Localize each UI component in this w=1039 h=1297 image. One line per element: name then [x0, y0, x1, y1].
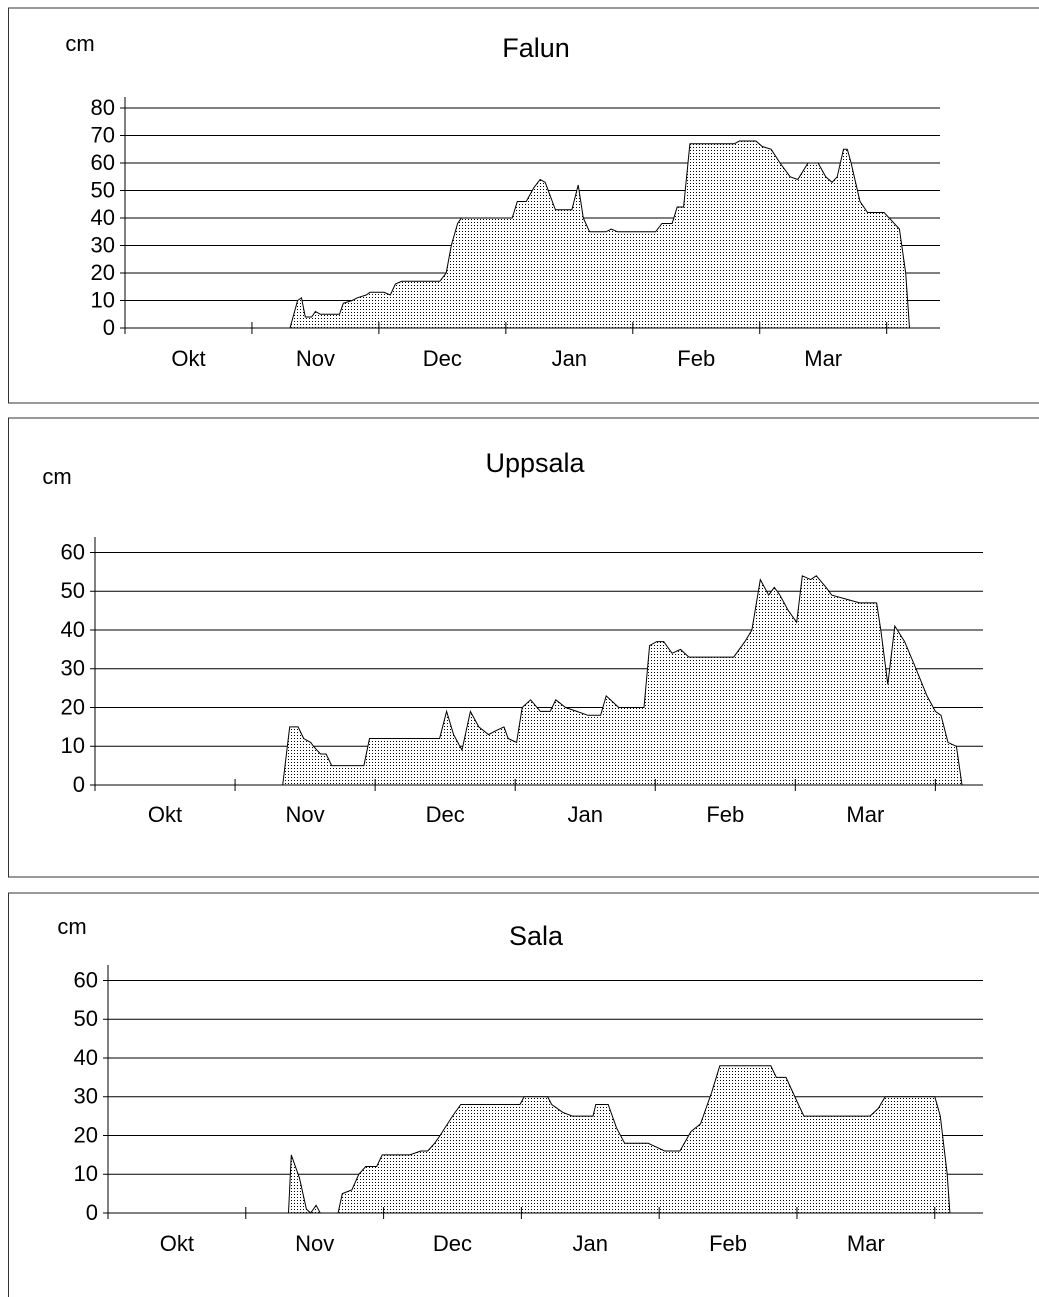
y-tick-label: 0 — [73, 772, 85, 797]
y-tick-label: 60 — [61, 539, 85, 564]
x-tick-label: Dec — [423, 346, 462, 371]
y-tick-label: 40 — [74, 1045, 98, 1070]
y-axis-label: cm — [42, 464, 71, 489]
x-tick-label: Okt — [171, 346, 205, 371]
chart-title: Falun — [502, 33, 570, 63]
chart-title: Sala — [509, 921, 564, 951]
y-tick-label: 10 — [74, 1161, 98, 1186]
y-tick-label: 30 — [74, 1084, 98, 1109]
y-tick-label: 10 — [61, 733, 85, 758]
y-tick-label: 10 — [91, 287, 115, 312]
y-tick-label: 20 — [91, 260, 115, 285]
x-tick-label: Feb — [709, 1231, 747, 1256]
panel-frame — [8, 892, 1039, 1297]
y-tick-label: 60 — [91, 150, 115, 175]
y-tick-label: 0 — [86, 1200, 98, 1225]
chart-title: Uppsala — [485, 448, 585, 478]
x-tick-label: Feb — [677, 346, 715, 371]
y-tick-label: 40 — [61, 617, 85, 642]
x-tick-label: Nov — [286, 802, 325, 827]
x-tick-label: Feb — [706, 802, 744, 827]
y-tick-label: 70 — [91, 122, 115, 147]
y-tick-label: 50 — [91, 177, 115, 202]
panel-frame — [8, 417, 1039, 878]
x-tick-label: Jan — [552, 346, 587, 371]
y-tick-label: 0 — [103, 315, 115, 340]
x-tick-label: Nov — [296, 346, 335, 371]
x-tick-label: Mar — [846, 802, 884, 827]
y-tick-label: 30 — [91, 232, 115, 257]
snow-area — [289, 140, 911, 329]
y-tick-label: 20 — [61, 694, 85, 719]
panel-frame — [8, 7, 1039, 404]
y-axis-label: cm — [57, 914, 86, 939]
x-tick-label: Dec — [426, 802, 465, 827]
x-tick-label: Dec — [433, 1231, 472, 1256]
y-tick-label: 80 — [91, 95, 115, 120]
x-tick-label: Okt — [148, 802, 182, 827]
x-tick-label: Jan — [573, 1231, 608, 1256]
y-tick-label: 40 — [91, 205, 115, 230]
x-tick-label: Nov — [295, 1231, 334, 1256]
y-axis-label: cm — [65, 31, 94, 56]
snow-area — [282, 575, 963, 786]
x-tick-label: Mar — [804, 346, 842, 371]
x-tick-label: Jan — [567, 802, 602, 827]
x-tick-label: Okt — [160, 1231, 194, 1256]
snow-area — [287, 1065, 951, 1214]
y-tick-label: 60 — [74, 967, 98, 992]
y-tick-label: 50 — [74, 1006, 98, 1031]
y-tick-label: 30 — [61, 656, 85, 681]
y-tick-label: 50 — [61, 578, 85, 603]
x-tick-label: Mar — [847, 1231, 885, 1256]
y-tick-label: 20 — [74, 1122, 98, 1147]
